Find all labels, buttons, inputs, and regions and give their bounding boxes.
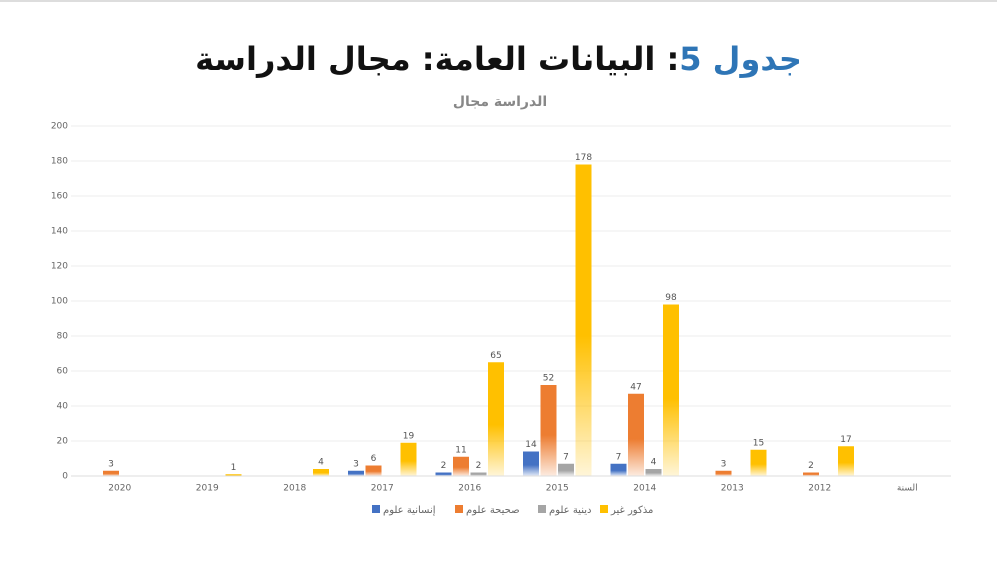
bar — [435, 472, 452, 476]
bar — [803, 472, 819, 476]
bar — [470, 472, 487, 476]
y-tick-label: 20 — [57, 437, 69, 447]
legend-label: دينية علوم — [549, 505, 591, 516]
bar — [400, 442, 417, 476]
bar — [540, 385, 557, 476]
y-tick-label: 60 — [57, 367, 69, 377]
value-label: 6 — [371, 454, 377, 464]
bar — [313, 469, 329, 476]
value-label: 1 — [231, 463, 237, 473]
x-tick-label: 2015 — [546, 484, 569, 494]
y-tick-label: 160 — [51, 192, 68, 202]
bar — [523, 451, 539, 476]
value-label: 3 — [353, 459, 359, 469]
bar — [365, 465, 382, 476]
bar — [453, 456, 469, 476]
value-label: 3 — [108, 459, 114, 469]
x-tick-label: 2018 — [283, 484, 306, 494]
bar — [838, 446, 854, 476]
bar — [610, 463, 627, 476]
value-label: 178 — [575, 153, 592, 163]
legend-swatch — [538, 505, 546, 513]
value-label: 7 — [563, 452, 569, 462]
bar — [663, 304, 679, 476]
bar — [628, 393, 644, 476]
y-tick-label: 40 — [57, 402, 69, 412]
y-tick-label: 100 — [51, 297, 68, 307]
value-label: 65 — [490, 351, 501, 361]
y-tick-label: 200 — [51, 122, 68, 132]
x-tick-label: 2012 — [808, 484, 831, 494]
bar — [715, 470, 732, 476]
value-label: 4 — [651, 458, 657, 468]
bar — [103, 470, 119, 476]
chart-title: الدراسة مجال — [453, 94, 547, 110]
x-tick-label: 2017 — [371, 484, 394, 494]
x-tick-label: 2014 — [633, 484, 656, 494]
x-tick-label: 2019 — [196, 484, 219, 494]
x-tick-label: 2020 — [108, 484, 131, 494]
bar — [645, 469, 662, 476]
bar — [348, 470, 364, 476]
value-label: 98 — [665, 293, 677, 303]
slide-title: جدول 5: البيانات العامة: مجال الدراسة — [0, 40, 997, 78]
y-tick-label: 120 — [51, 262, 68, 272]
value-label: 7 — [616, 452, 622, 462]
y-tick-label: 80 — [57, 332, 69, 342]
legend-swatch — [600, 505, 608, 513]
legend-label: إنسانية علوم — [383, 505, 436, 516]
x-tick-label: 2016 — [458, 484, 481, 494]
legend-label: مذكور غير — [610, 505, 653, 516]
bar — [225, 474, 242, 476]
legend-swatch — [455, 505, 463, 513]
value-label: 14 — [525, 440, 537, 450]
value-label: 19 — [403, 431, 415, 441]
legend-swatch — [372, 505, 380, 513]
value-label: 2 — [441, 461, 447, 471]
value-label: 17 — [840, 435, 851, 445]
x-tick-label: السنة — [897, 484, 918, 494]
bar — [558, 463, 574, 476]
value-label: 2 — [808, 461, 814, 471]
y-tick-label: 180 — [51, 157, 68, 167]
value-label: 4 — [318, 458, 324, 468]
title-text: : البيانات العامة: مجال الدراسة — [195, 40, 680, 78]
y-tick-label: 140 — [51, 227, 68, 237]
value-label: 52 — [543, 374, 554, 384]
y-tick-label: 0 — [62, 472, 68, 482]
value-label: 15 — [753, 438, 764, 448]
bar — [575, 164, 592, 476]
value-label: 47 — [630, 382, 641, 392]
bar — [488, 362, 504, 476]
value-label: 11 — [455, 445, 466, 455]
value-label: 3 — [721, 459, 727, 469]
legend-label: صحيحة علوم — [466, 505, 520, 516]
table-number: جدول 5 — [679, 40, 802, 78]
x-tick-label: 2013 — [721, 484, 744, 494]
value-label: 2 — [476, 461, 482, 471]
bar — [750, 449, 767, 476]
